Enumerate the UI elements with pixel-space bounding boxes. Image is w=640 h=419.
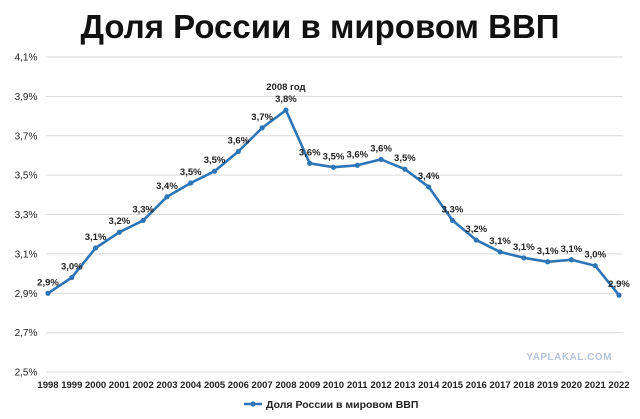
data-label: 3,6% bbox=[370, 143, 392, 154]
data-label: 2,9% bbox=[37, 277, 59, 288]
x-tick-label: 2020 bbox=[561, 380, 582, 391]
data-label: 3,5% bbox=[180, 167, 202, 178]
data-label: 3,7% bbox=[251, 112, 273, 123]
watermark: YAPLAKAL.COM bbox=[526, 352, 612, 363]
data-label: 3,5% bbox=[323, 151, 345, 162]
data-label: 3,0% bbox=[61, 262, 83, 273]
data-label: 3,6% bbox=[299, 147, 321, 158]
data-point bbox=[259, 125, 265, 131]
data-point bbox=[211, 168, 218, 174]
x-tick-label: 2000 bbox=[85, 380, 106, 391]
data-label: 3,5% bbox=[204, 155, 226, 166]
annotation-label: 2008 год bbox=[266, 82, 305, 93]
grid-lines bbox=[46, 56, 623, 373]
data-point bbox=[45, 290, 51, 296]
data-label: 3,8% bbox=[275, 94, 297, 105]
data-label: 3,6% bbox=[346, 149, 368, 160]
x-tick-label: 2003 bbox=[156, 380, 177, 391]
x-tick-label: 2022 bbox=[608, 380, 629, 391]
data-point bbox=[307, 160, 313, 166]
x-tick-label: 2018 bbox=[513, 380, 534, 391]
data-label: 3,3% bbox=[442, 204, 464, 215]
data-point bbox=[330, 164, 337, 170]
x-tick-label: 2004 bbox=[180, 380, 202, 391]
data-point bbox=[164, 194, 170, 200]
data-label: 2,9% bbox=[608, 279, 630, 290]
data-point bbox=[426, 184, 432, 190]
data-label: 3,5% bbox=[394, 153, 416, 164]
series-line bbox=[47, 108, 621, 297]
x-tick-label: 2005 bbox=[204, 380, 226, 391]
y-tick-label: 3,3% bbox=[15, 210, 38, 221]
x-tick-label: 2011 bbox=[347, 380, 368, 391]
data-point bbox=[497, 249, 503, 255]
data-label: 3,1% bbox=[537, 246, 559, 257]
data-labels: 2,9%3,0%3,1%3,2%3,3%3,4%3,5%3,5%3,6%3,7%… bbox=[37, 82, 630, 290]
data-point bbox=[235, 148, 241, 155]
x-tick-label: 2014 bbox=[418, 380, 440, 391]
data-point bbox=[140, 217, 146, 224]
data-label: 3,1% bbox=[561, 244, 583, 255]
x-tick-label: 1998 bbox=[37, 380, 58, 391]
x-tick-label: 2010 bbox=[323, 380, 344, 391]
legend-label: Доля России в мировом ВВП bbox=[266, 399, 418, 411]
x-tick-label: 2019 bbox=[537, 380, 558, 391]
data-point bbox=[116, 229, 122, 235]
data-point bbox=[545, 259, 551, 265]
y-tick-label: 3,7% bbox=[15, 131, 38, 142]
data-label: 3,2% bbox=[465, 224, 487, 235]
y-tick-label: 4,1% bbox=[15, 53, 38, 64]
x-tick-label: 2008 bbox=[275, 380, 296, 391]
x-tick-label: 2009 bbox=[299, 380, 320, 391]
y-tick-label: 3,9% bbox=[15, 92, 38, 103]
x-tick-label: 2001 bbox=[109, 380, 131, 391]
x-tick-label: 2012 bbox=[371, 380, 392, 391]
x-tick-label: 2021 bbox=[585, 380, 607, 391]
series-layer bbox=[45, 107, 622, 298]
x-tick-label: 2015 bbox=[442, 380, 464, 391]
data-point bbox=[449, 217, 456, 224]
data-point bbox=[616, 292, 622, 298]
y-tick-label: 3,5% bbox=[15, 171, 38, 182]
legend: Доля России в мировом ВВП bbox=[244, 399, 418, 411]
data-label: 3,6% bbox=[228, 136, 250, 147]
x-axis-ticks: 1998 1999 2000 2001 2002 2003 2004 2005 2006 2007… bbox=[37, 380, 629, 391]
chart-title: Доля России в мировом ВВП bbox=[81, 8, 560, 45]
x-tick-label: 2016 bbox=[466, 380, 487, 391]
data-label: 3,1% bbox=[489, 236, 511, 247]
x-tick-label: 1999 bbox=[61, 380, 82, 391]
data-label: 3,1% bbox=[85, 232, 107, 243]
y-tick-label: 2,9% bbox=[15, 289, 38, 300]
x-tick-label: 2017 bbox=[489, 380, 510, 391]
x-tick-label: 2013 bbox=[394, 380, 415, 391]
y-tick-label: 3,1% bbox=[15, 249, 38, 260]
data-label: 3,0% bbox=[584, 250, 606, 261]
data-label: 3,3% bbox=[132, 204, 154, 215]
data-point bbox=[568, 257, 575, 263]
x-tick-label: 2006 bbox=[228, 380, 249, 391]
data-label: 3,1% bbox=[513, 242, 535, 253]
data-label: 3,2% bbox=[109, 216, 131, 227]
y-tick-label: 2,7% bbox=[15, 328, 38, 339]
data-point bbox=[92, 245, 99, 251]
data-point bbox=[473, 237, 479, 243]
data-point bbox=[592, 263, 598, 269]
data-label: 3,4% bbox=[418, 171, 440, 182]
legend-point-marker bbox=[250, 401, 256, 407]
data-point bbox=[521, 255, 527, 261]
data-point bbox=[354, 162, 360, 168]
data-point bbox=[402, 166, 408, 172]
data-point bbox=[188, 180, 194, 186]
data-point bbox=[69, 274, 75, 281]
x-tick-label: 2002 bbox=[133, 380, 154, 391]
x-tick-label: 2007 bbox=[252, 380, 273, 391]
data-label: 3,4% bbox=[156, 181, 178, 192]
data-point bbox=[378, 156, 384, 162]
y-axis-ticks: 2,5% 2,7% 2,9% 3,1% 3,3% 3,5% 3,7% 3,9% 4,1% bbox=[15, 53, 38, 379]
y-tick-label: 2,5% bbox=[15, 368, 38, 379]
data-point bbox=[283, 107, 289, 113]
